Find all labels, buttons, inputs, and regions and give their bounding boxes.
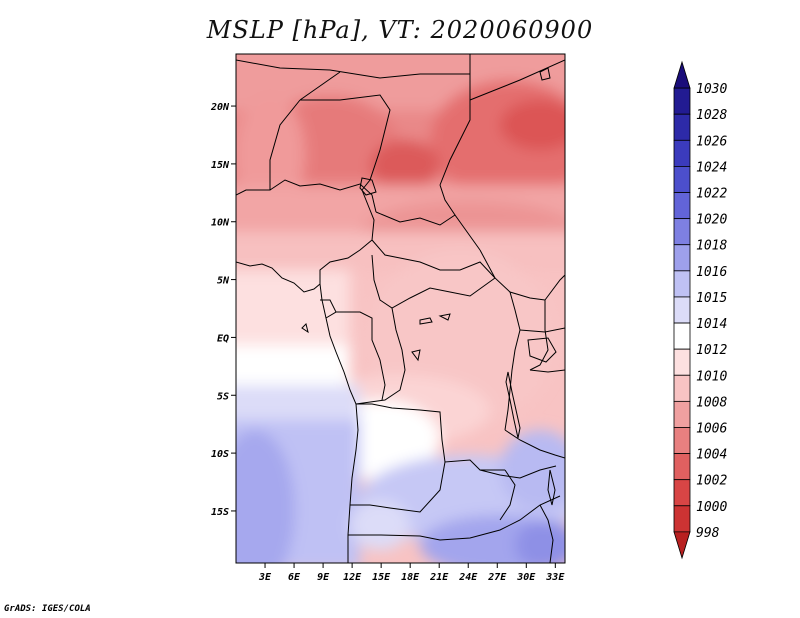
lat-tick-label: 15N [211, 160, 230, 171]
lon-tick-label: 6E [288, 572, 301, 583]
country-borders [236, 54, 565, 563]
colorbar-swatch [673, 505, 691, 533]
colorbar-level-label: 1020 [696, 213, 727, 228]
colorbar-level-label: 1016 [696, 265, 727, 280]
lat-tick-label: 10N [211, 218, 230, 229]
colorbar-swatch [673, 192, 691, 220]
colorbar-level-label: 1010 [696, 369, 727, 384]
lon-tick-label: 15E [372, 572, 391, 583]
colorbar-swatch [673, 244, 691, 272]
lon-tick-label: 3E [258, 572, 272, 583]
colorbar-level-label: 998 [696, 526, 720, 541]
lon-tick-label: 30E [516, 572, 536, 583]
latitude-axis: 20N 15N 10N 5N EQ 5S 10S 15S [210, 102, 236, 518]
lon-tick-label: 9E [317, 572, 330, 583]
colorbar-bottom-arrow [673, 531, 691, 560]
longitude-axis: 3E 6E 9E 12E 15E 18E 21E 24E 27E 30E 33E [258, 563, 565, 583]
colorbar-swatch [673, 400, 691, 428]
colorbar-level-label: 1022 [696, 187, 727, 202]
map-frame [235, 53, 566, 564]
colorbar-swatch [673, 374, 691, 402]
lat-tick-label: 10S [211, 449, 229, 460]
colorbar-swatch [673, 296, 691, 324]
lon-tick-label: 18E [401, 572, 420, 583]
lon-tick-label: 33E [545, 572, 565, 583]
colorbar-swatch [673, 427, 691, 454]
colorbar-swatch [673, 166, 691, 193]
pressure-field [236, 54, 565, 563]
lat-tick-label: 20N [210, 102, 230, 113]
colorbar-level-label: 1004 [696, 448, 727, 463]
lon-tick-label: 24E [458, 572, 478, 583]
lat-tick-label: 5S [217, 391, 229, 402]
colorbar-swatch [673, 218, 691, 246]
colorbar-top-arrow [673, 60, 691, 89]
colorbar-level-label: 1015 [696, 291, 727, 306]
lon-tick-label: 12E [343, 572, 362, 583]
colorbar-level-label: 1030 [696, 82, 727, 97]
colorbar-swatch [673, 322, 691, 350]
colorbar-level-label: 1012 [696, 343, 727, 358]
lat-tick-label: EQ [217, 333, 229, 344]
colorbar-level-label: 1014 [696, 317, 727, 332]
colorbar-swatch [673, 139, 691, 167]
colorbar: 1030 1028 1026 1024 1022 1020 1018 1016 1015 1014… [673, 60, 727, 560]
colorbar-level-label: 1026 [696, 134, 727, 149]
colorbar-swatch [673, 270, 691, 298]
colorbar-swatch [673, 479, 691, 507]
lon-tick-label: 21E [429, 572, 449, 583]
grads-credit: GrADS: IGES/COLA [4, 604, 91, 614]
colorbar-level-label: 1006 [696, 421, 727, 436]
colorbar-level-label: 1024 [696, 160, 727, 175]
colorbar-swatch [673, 87, 691, 115]
colorbar-level-label: 1008 [696, 395, 727, 410]
map-title: MSLP [hPa], VT: 2020060900 [206, 16, 594, 44]
colorbar-swatch [673, 453, 691, 481]
colorbar-level-label: 1000 [696, 500, 727, 515]
lat-tick-label: 15S [211, 507, 229, 518]
colorbar-level-label: 1018 [696, 239, 727, 254]
colorbar-level-label: 1028 [696, 108, 727, 123]
lon-tick-label: 27E [487, 572, 507, 583]
lat-tick-label: 5N [217, 276, 230, 287]
colorbar-swatch [673, 348, 691, 376]
colorbar-level-label: 1002 [696, 474, 727, 489]
colorbar-swatch [673, 113, 691, 141]
